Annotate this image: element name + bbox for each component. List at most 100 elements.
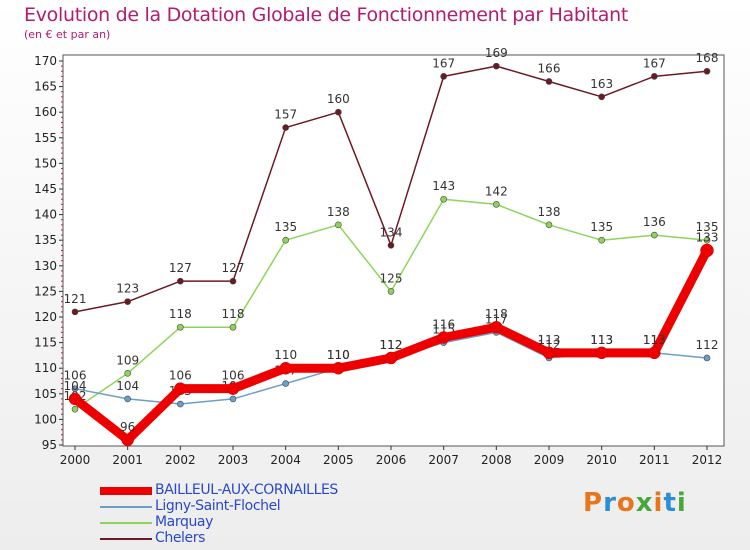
legend-label: Marquay <box>155 514 213 530</box>
x-tick-label: 2000 <box>60 453 91 467</box>
brand-letter: P <box>583 488 604 518</box>
legend-item-marquay: Marquay <box>100 514 420 531</box>
x-tick-label: 2004 <box>270 453 301 467</box>
data-point-chelers <box>598 93 605 101</box>
data-label-marquay: 135 <box>274 220 297 234</box>
plot-frame <box>62 54 725 447</box>
data-point-ligny-saint-flochel <box>124 395 131 403</box>
y-tick-label: 155 <box>34 131 57 145</box>
data-label-bailleul-aux-cornailles: 116 <box>432 317 455 331</box>
data-label-bailleul-aux-cornailles: 118 <box>485 307 508 321</box>
data-label-chelers: 123 <box>116 282 139 296</box>
data-point-marquay <box>598 236 605 244</box>
data-label-bailleul-aux-cornailles: 112 <box>380 338 403 352</box>
data-point-marquay <box>493 201 500 208</box>
data-point-chelers <box>335 108 342 116</box>
data-label-bailleul-aux-cornailles: 133 <box>696 230 719 244</box>
data-point-marquay <box>229 323 237 331</box>
data-point-bailleul-aux-cornailles <box>121 433 134 447</box>
x-tick-label: 2009 <box>534 453 565 467</box>
data-point-chelers <box>229 277 237 285</box>
data-point-bailleul-aux-cornailles <box>68 392 82 406</box>
data-point-chelers <box>177 277 184 285</box>
data-label-chelers: 121 <box>64 292 87 306</box>
data-point-marquay <box>440 195 447 203</box>
brand-letter: x <box>635 488 654 518</box>
legend-label: BAILLEUL-AUX-CORNAILLES <box>155 482 338 498</box>
data-point-chelers <box>124 298 131 305</box>
data-label-ligny-saint-flochel: 110 <box>327 348 350 362</box>
x-tick-label: 2005 <box>323 453 354 467</box>
y-tick-label: 125 <box>34 284 57 298</box>
data-point-chelers <box>703 67 711 75</box>
data-point-bailleul-aux-cornailles <box>226 382 240 395</box>
data-point-bailleul-aux-cornailles <box>490 320 503 334</box>
data-point-bailleul-aux-cornailles <box>437 331 450 344</box>
data-label-ligny-saint-flochel: 112 <box>696 338 719 352</box>
plot-area: 95 100 105 110 115 120 125 130 135 140 145 150 155 16… <box>34 46 725 467</box>
x-tick-label: 2006 <box>376 453 407 467</box>
data-point-bailleul-aux-cornailles <box>279 361 292 375</box>
data-label-bailleul-aux-cornailles: 113 <box>643 333 666 347</box>
y-tick-label: 120 <box>34 310 57 324</box>
data-point-marquay <box>177 323 184 331</box>
data-point-chelers <box>493 62 500 70</box>
brand-letter: i <box>653 488 664 518</box>
data-label-bailleul-aux-cornailles: 110 <box>327 348 350 362</box>
brand-letter: t <box>663 488 677 518</box>
data-label-bailleul-aux-cornailles: 106 <box>222 369 245 383</box>
data-point-ligny-saint-flochel <box>229 395 237 403</box>
data-point-marquay <box>124 370 131 377</box>
data-label-chelers: 168 <box>696 51 719 65</box>
data-point-ligny-saint-flochel <box>282 380 289 387</box>
x-tick-label: 2008 <box>481 453 512 467</box>
data-label-ligny-saint-flochel: 117 <box>485 312 508 326</box>
data-label-bailleul-aux-cornailles: 110 <box>274 348 297 362</box>
data-point-ligny-saint-flochel <box>177 400 184 408</box>
data-label-ligny-saint-flochel: 113 <box>590 333 613 347</box>
data-label-chelers: 167 <box>643 56 666 70</box>
data-label-bailleul-aux-cornailles: 113 <box>590 333 613 347</box>
data-point-marquay <box>703 236 711 244</box>
data-label-chelers: 166 <box>538 61 561 75</box>
data-point-bailleul-aux-cornailles <box>700 243 714 258</box>
brand-letter: o <box>616 488 636 518</box>
data-point-bailleul-aux-cornailles <box>542 346 556 360</box>
data-point-marquay <box>282 236 289 244</box>
data-point-chelers <box>282 124 289 131</box>
data-label-bailleul-aux-cornailles: 96 <box>120 420 135 434</box>
x-tick-label: 2012 <box>692 453 723 467</box>
data-label-marquay: 135 <box>590 220 613 234</box>
legend-item-chelers: Chelers <box>100 530 420 547</box>
data-point-marquay <box>71 405 79 413</box>
legend-swatch <box>100 522 152 524</box>
data-point-bailleul-aux-cornailles <box>332 361 345 375</box>
y-tick-label: 105 <box>34 387 57 401</box>
x-tick-label: 2003 <box>218 453 249 467</box>
data-label-chelers: 127 <box>169 261 192 275</box>
data-label-bailleul-aux-cornailles: 106 <box>169 369 192 383</box>
data-point-chelers <box>71 308 79 316</box>
data-label-chelers: 167 <box>432 56 455 70</box>
data-point-bailleul-aux-cornailles <box>384 351 398 365</box>
data-point-ligny-saint-flochel <box>703 354 711 362</box>
y-tick-label: 130 <box>34 259 57 273</box>
data-label-marquay: 109 <box>116 353 139 367</box>
data-point-chelers <box>440 73 447 80</box>
y-tick-label: 160 <box>34 105 57 119</box>
data-label-marquay: 136 <box>643 215 666 229</box>
y-tick-label: 170 <box>34 54 57 68</box>
data-label-ligny-saint-flochel: 106 <box>64 369 87 383</box>
data-point-bailleul-aux-cornailles <box>648 346 661 360</box>
brand-letter: i <box>676 488 687 518</box>
data-point-chelers <box>545 78 553 85</box>
data-label-ligny-saint-flochel: 104 <box>116 379 139 393</box>
data-label-chelers: 169 <box>485 46 508 60</box>
data-point-marquay <box>335 221 342 229</box>
data-label-chelers: 160 <box>327 92 350 106</box>
data-label-marquay: 143 <box>432 179 455 193</box>
data-label-marquay: 118 <box>222 307 245 321</box>
x-tick-label: 2001 <box>112 453 143 467</box>
y-tick-label: 100 <box>34 412 57 426</box>
